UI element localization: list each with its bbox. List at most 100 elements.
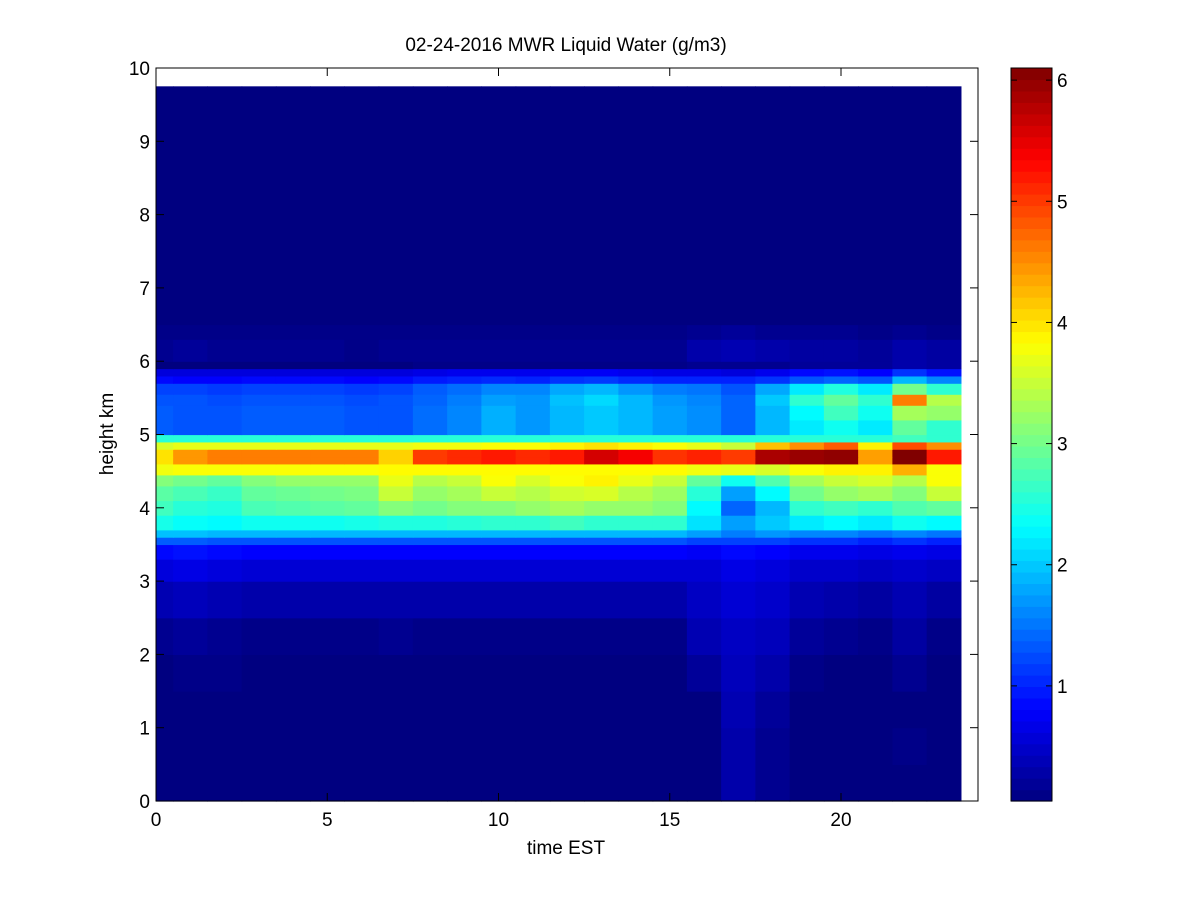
heatmap-cell	[823, 441, 859, 450]
heatmap-cell	[892, 361, 928, 370]
heatmap-cell	[241, 368, 277, 377]
heatmap-cell	[481, 581, 517, 619]
heatmap-cell	[755, 463, 791, 476]
colorbar-band	[1011, 423, 1052, 436]
heatmap-cell	[789, 368, 825, 377]
heatmap-cell	[156, 456, 174, 465]
colorbar-band	[1011, 228, 1052, 241]
heatmap-cell	[755, 86, 791, 326]
heatmap-cell	[858, 727, 893, 765]
heatmap-cell	[823, 500, 859, 516]
heatmap-cell	[892, 529, 928, 538]
heatmap-cell	[156, 544, 174, 560]
heatmap-cell	[310, 617, 345, 655]
heatmap-cell	[755, 537, 791, 546]
heatmap-cell	[515, 441, 551, 450]
heatmap-cell	[584, 441, 619, 450]
heatmap-cell	[926, 500, 962, 516]
heatmap-cell	[721, 727, 756, 765]
heatmap-cell	[378, 529, 414, 538]
heatmap-cell	[515, 456, 551, 465]
heatmap-cell	[584, 405, 619, 421]
heatmap-cell	[584, 727, 619, 765]
heatmap-cell	[275, 617, 311, 655]
heatmap-cell	[652, 449, 688, 458]
heatmap-cell	[173, 86, 208, 326]
heatmap-cell	[447, 544, 482, 560]
heatmap-cell	[447, 764, 482, 802]
heatmap-cell	[310, 394, 345, 406]
heatmap-cell	[721, 405, 756, 421]
heatmap-cell	[549, 764, 585, 802]
heatmap-cell	[515, 764, 551, 802]
heatmap-cell	[344, 485, 380, 502]
heatmap-cell	[378, 405, 414, 421]
heatmap-cell	[926, 559, 962, 582]
heatmap-cell	[241, 324, 277, 340]
heatmap-cell	[378, 474, 414, 487]
heatmap-cell	[549, 419, 585, 436]
heatmap-cell	[618, 544, 654, 560]
heatmap-cell	[584, 500, 619, 516]
heatmap-cell	[156, 581, 174, 619]
heatmap-cell	[344, 500, 380, 516]
heatmap-cell	[686, 463, 722, 476]
heatmap-cell	[515, 537, 551, 546]
heatmap-cell	[515, 383, 551, 395]
heatmap-cell	[618, 375, 654, 384]
heatmap-cell	[241, 727, 277, 765]
heatmap-cell	[618, 405, 654, 421]
heatmap-cell	[412, 544, 448, 560]
heatmap-cell	[378, 394, 414, 406]
heatmap-cell	[652, 339, 688, 362]
heatmap-cell	[173, 500, 208, 516]
heatmap-cell	[344, 86, 380, 326]
heatmap-cell	[156, 434, 174, 443]
heatmap-cell	[789, 559, 825, 582]
x-tick-label: 20	[830, 810, 851, 831]
heatmap-cell	[515, 529, 551, 538]
heatmap-cell	[858, 368, 893, 377]
heatmap-cell	[823, 727, 859, 765]
heatmap-cell	[686, 617, 722, 655]
heatmap-cell	[789, 581, 825, 619]
heatmap-cell	[584, 368, 619, 377]
colorbar-band	[1011, 262, 1052, 275]
heatmap-cell	[789, 691, 825, 729]
heatmap-cell	[926, 405, 962, 421]
heatmap-cell	[173, 463, 208, 476]
heatmap-cell	[686, 764, 722, 802]
heatmap-cell	[858, 529, 893, 538]
heatmap-cell	[207, 727, 243, 765]
heatmap-cell	[344, 419, 380, 436]
heatmap-cell	[481, 441, 517, 450]
heatmap-cell	[310, 500, 345, 516]
heatmap-cell	[412, 617, 448, 655]
heatmap-cell	[721, 86, 756, 326]
colorbar-band	[1011, 617, 1052, 630]
heatmap-cell	[618, 654, 654, 692]
colorbar-band	[1011, 675, 1052, 688]
y-tick-label: 1	[139, 719, 150, 740]
heatmap-cell	[721, 474, 756, 487]
heatmap-cell	[207, 500, 243, 516]
heatmap-cell	[721, 383, 756, 395]
heatmap-cell	[515, 617, 551, 655]
heatmap-cell	[207, 449, 243, 458]
y-tick-label: 7	[139, 279, 150, 300]
heatmap-cell	[892, 654, 928, 692]
heatmap-cell	[275, 86, 311, 326]
heatmap-cell	[892, 515, 928, 531]
heatmap-cell	[858, 339, 893, 362]
heatmap-cell	[618, 463, 654, 476]
heatmap-cell	[378, 419, 414, 436]
heatmap-cell	[652, 86, 688, 326]
heatmap-cell	[789, 441, 825, 450]
heatmap-cell	[207, 324, 243, 340]
heatmap-cell	[926, 86, 962, 326]
colorbar-band	[1011, 789, 1052, 802]
heatmap-cell	[173, 419, 208, 436]
heatmap-cell	[858, 419, 893, 436]
y-axis-ticks: 0 1 2 3 4 5 6 7 8 9 10	[129, 59, 978, 813]
y-tick-label: 6	[139, 352, 150, 373]
